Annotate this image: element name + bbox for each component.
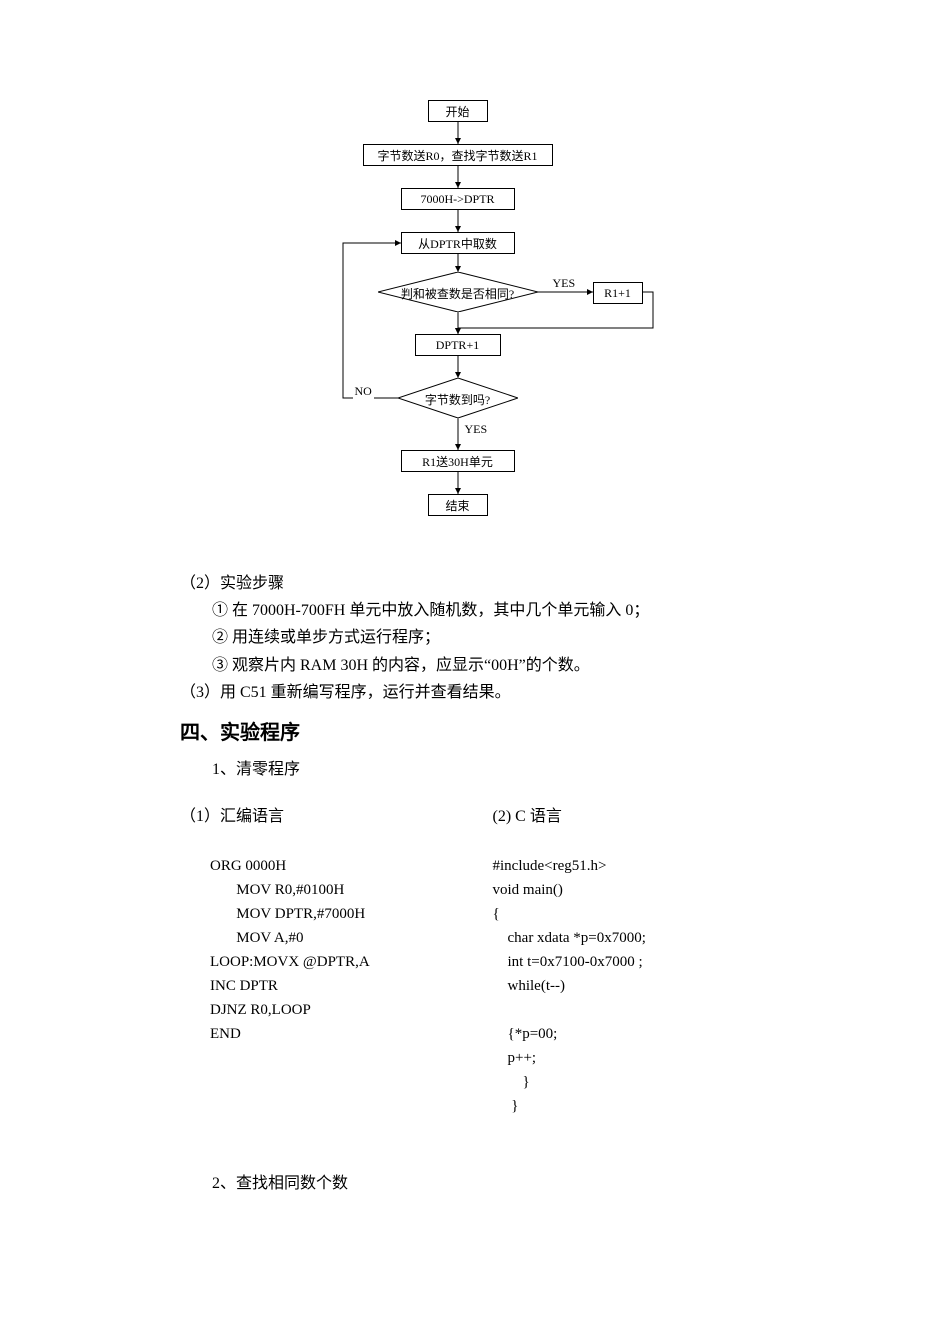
step-2: ② 用连续或单步方式运行程序；	[180, 624, 765, 651]
flowchart-edges	[293, 100, 653, 540]
section-3: （3）用 C51 重新编写程序，运行并查看结果。	[180, 679, 765, 706]
asm-line: MOV A,#0	[210, 930, 304, 946]
step-1: ① 在 7000H-700FH 单元中放入随机数，其中几个单元输入 0；	[180, 597, 765, 624]
body-text: （2）实验步骤 ① 在 7000H-700FH 单元中放入随机数，其中几个单元输…	[180, 570, 765, 1198]
c-line: void main()	[493, 882, 563, 898]
node-cmp: 判和被查数是否相同?	[378, 272, 538, 312]
edge-label-yes1: YES	[551, 276, 578, 291]
node-count: 字节数到吗?	[398, 378, 518, 418]
heading-4: 四、实验程序	[180, 716, 765, 750]
c-line: int t=0x7100-0x7000 ;	[493, 954, 643, 970]
edge-label-no: NO	[353, 384, 374, 399]
asm-line: DJNZ R0,LOOP	[210, 1002, 311, 1018]
node-label: 开始	[445, 103, 469, 120]
asm-line: END	[210, 1026, 241, 1042]
c-line: #include<reg51.h>	[493, 858, 607, 874]
node-label: 7000H->DPTR	[420, 192, 494, 207]
asm-title: （1）汇编语言	[180, 803, 453, 830]
c-line: }	[493, 1098, 519, 1114]
node-label: 字节数送R0，查找字节数送R1	[377, 147, 537, 164]
node-end: 结束	[428, 494, 488, 516]
section-2-title: （2）实验步骤	[180, 570, 765, 597]
node-label: 判和被查数是否相同?	[401, 287, 514, 301]
c-line: while(t--)	[493, 978, 565, 994]
asm-line: MOV DPTR,#7000H	[210, 906, 365, 922]
c-line: {	[493, 906, 500, 922]
asm-line: MOV R0,#0100H	[210, 882, 344, 898]
c-line: {*p=00;	[493, 1026, 558, 1042]
node-start: 开始	[428, 100, 488, 122]
node-init: 字节数送R0，查找字节数送R1	[363, 144, 553, 166]
asm-code: ORG 0000H MOV R0,#0100H MOV DPTR,#7000H …	[180, 830, 453, 1070]
c-code: #include<reg51.h> void main() { char xda…	[493, 830, 766, 1142]
asm-line: ORG 0000H	[210, 858, 286, 874]
node-label: DPTR+1	[436, 338, 479, 353]
asm-line: INC DPTR	[210, 978, 278, 994]
asm-line: LOOP:MOVX @DPTR,A	[210, 954, 370, 970]
node-label: R1送30H单元	[422, 453, 493, 470]
flowchart: 开始 字节数送R0，查找字节数送R1 7000H->DPTR 从DPTR中取数 …	[293, 100, 653, 540]
c-column: (2) C 语言 #include<reg51.h> void main() {…	[493, 803, 766, 1142]
edge-label-yes2: YES	[463, 422, 490, 437]
asm-column: （1）汇编语言 ORG 0000H MOV R0,#0100H MOV DPTR…	[180, 803, 453, 1142]
node-dptr: 7000H->DPTR	[401, 188, 515, 210]
node-r1inc: R1+1	[593, 282, 643, 304]
c-line: p++;	[493, 1050, 537, 1066]
node-label: R1+1	[604, 286, 631, 301]
program-2-title: 2、查找相同数个数	[180, 1170, 765, 1197]
node-label: 从DPTR中取数	[418, 235, 497, 252]
program-1-title: 1、清零程序	[180, 756, 765, 783]
c-line: }	[493, 1074, 530, 1090]
node-dptrinc: DPTR+1	[415, 334, 501, 356]
node-fetch: 从DPTR中取数	[401, 232, 515, 254]
node-label: 字节数到吗?	[425, 393, 490, 407]
step-3: ③ 观察片内 RAM 30H 的内容，应显示“00H”的个数。	[180, 652, 765, 679]
c-line: char xdata *p=0x7000;	[493, 930, 646, 946]
node-label: 结束	[445, 497, 469, 514]
node-store: R1送30H单元	[401, 450, 515, 472]
c-title: (2) C 语言	[493, 803, 766, 830]
